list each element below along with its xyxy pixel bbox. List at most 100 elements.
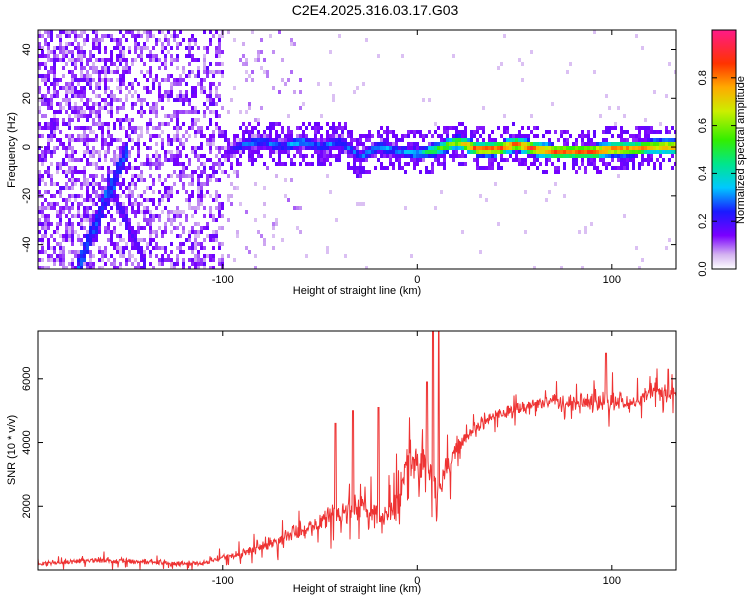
spectrogram-cell — [485, 142, 488, 146]
spectrogram-cell — [125, 30, 128, 34]
spectrogram-cell — [209, 30, 212, 34]
spectrogram-cell — [107, 190, 110, 194]
spectrogram-cell — [47, 98, 50, 102]
spectrogram-cell — [626, 130, 629, 134]
spectrogram-cell — [149, 146, 152, 150]
spectrogram-cell — [140, 178, 143, 182]
spectrogram-cell — [197, 222, 200, 226]
spectrogram-cell — [200, 126, 203, 130]
spectrogram-cell — [560, 154, 563, 158]
spectrogram-cell — [209, 258, 212, 262]
spectrogram-cell — [596, 170, 599, 174]
spectrogram-cell — [104, 102, 107, 106]
spectrogram-cell — [80, 58, 83, 62]
spectrogram-cell — [80, 74, 83, 78]
spectrogram-cell — [131, 190, 134, 194]
spectrogram-cell — [446, 150, 449, 154]
spectrogram-cell — [98, 38, 101, 42]
spectrogram-cell — [47, 46, 50, 50]
spectrogram-cell — [512, 134, 515, 138]
spectrogram-cell — [509, 142, 512, 146]
spectrogram-cell — [134, 158, 137, 162]
spectrogram-cell — [182, 94, 185, 98]
spectrogram-cell — [203, 194, 206, 198]
spectrogram-cell — [95, 226, 98, 230]
spectrogram-cell — [83, 254, 86, 258]
spectrogram-cell — [575, 146, 578, 150]
spectrogram-cell — [134, 38, 137, 42]
spectrogram-cell — [212, 170, 215, 174]
spectrogram-cell — [437, 162, 440, 166]
spectrogram-cell — [365, 138, 368, 142]
spectrogram-cell — [290, 158, 293, 162]
spectrogram-cell — [326, 154, 329, 158]
spectrogram-cell — [257, 230, 260, 234]
spectrogram-cell — [77, 258, 80, 262]
spectrogram-cell — [269, 126, 272, 130]
spectrogram-cell — [350, 134, 353, 138]
spectrogram-cell — [326, 150, 329, 154]
spectrogram-cell — [395, 154, 398, 158]
spectrogram-cell — [617, 134, 620, 138]
spectrogram-cell — [197, 182, 200, 186]
spectrogram-cell — [665, 146, 668, 150]
spectrogram-cell — [416, 150, 419, 154]
spectrogram-cell — [461, 122, 464, 126]
spectrogram-cell — [182, 258, 185, 262]
spectrogram-cell — [119, 106, 122, 110]
spectrogram-cell — [137, 42, 140, 46]
spectrogram-cell — [200, 230, 203, 234]
spectrogram-cell — [119, 62, 122, 66]
spectrogram-cell — [464, 130, 467, 134]
spectrogram-cell — [119, 166, 122, 170]
spectrogram-cell — [431, 170, 434, 174]
figure-title: C2E4.2025.316.03.17.G03 — [291, 2, 459, 18]
spectrogram-cell — [104, 198, 107, 202]
spectrogram-cell — [488, 138, 491, 142]
spectrogram-cell — [137, 174, 140, 178]
spectrogram-cell — [353, 162, 356, 166]
spectrogram-cell — [338, 138, 341, 142]
spectrogram-cell — [671, 166, 674, 170]
spectrogram-cell — [194, 118, 197, 122]
spectrogram-cell — [62, 258, 65, 262]
spectrogram-cell — [143, 238, 146, 242]
spectrogram-cell — [101, 106, 104, 110]
spectrogram-cell — [110, 54, 113, 58]
spectrogram-cell — [617, 158, 620, 162]
spectrogram-cell — [143, 226, 146, 230]
spectrogram-cell — [440, 150, 443, 154]
spectrogram-cell — [386, 142, 389, 146]
spectrogram-cell — [80, 250, 83, 254]
spectrogram-cell — [119, 262, 122, 266]
spectrogram-cell — [221, 154, 224, 158]
spectrogram-cell — [50, 234, 53, 238]
spectrogram-cell — [344, 126, 347, 130]
spectrogram-cell — [164, 226, 167, 230]
spectrogram-cell — [368, 154, 371, 158]
spectrogram-cell — [218, 38, 221, 42]
spectrogram-cell — [119, 170, 122, 174]
spectrogram-cell — [38, 250, 41, 254]
spectrogram-cell — [422, 154, 425, 158]
spectrogram-cell — [473, 130, 476, 134]
spectrogram-cell — [317, 150, 320, 154]
spectrogram-cell — [614, 142, 617, 146]
spectrogram-cell — [176, 118, 179, 122]
spectrogram-cell — [92, 238, 95, 242]
spectrogram-cell — [209, 174, 212, 178]
spectrogram-cell — [314, 134, 317, 138]
spectrogram-cell — [623, 150, 626, 154]
spectrogram-cell — [125, 258, 128, 262]
spectrogram-cell — [584, 134, 587, 138]
spectrogram-cell — [89, 258, 92, 262]
spectrogram-cell — [575, 162, 578, 166]
spectrogram-cell — [311, 146, 314, 150]
spectrogram-cell — [362, 158, 365, 162]
spectrogram-cell — [107, 134, 110, 138]
spectrogram-cell — [89, 198, 92, 202]
spectrogram-cell — [92, 66, 95, 70]
spectrogram-cell — [374, 150, 377, 154]
spectrogram-cell — [215, 170, 218, 174]
